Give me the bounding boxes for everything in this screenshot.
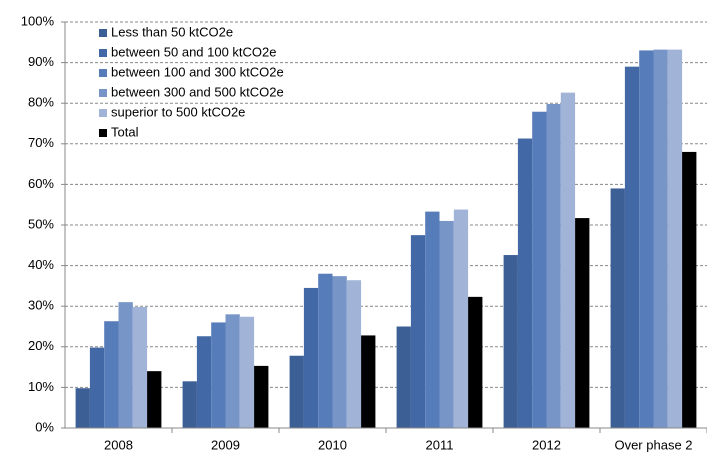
bar — [560, 92, 576, 429]
y-tick-label: 80% — [28, 95, 54, 110]
y-tick-label: 30% — [28, 298, 54, 313]
bar — [468, 296, 483, 428]
bar — [182, 381, 197, 428]
bar — [118, 302, 133, 428]
y-tick-label: 20% — [28, 338, 54, 353]
bar — [104, 321, 119, 428]
bar — [89, 347, 105, 428]
x-tick-label: 2012 — [532, 437, 561, 452]
bar — [653, 49, 668, 428]
legend-label: Less than 50 ktCO2e — [111, 24, 233, 39]
bar — [254, 365, 269, 428]
y-tick-label: 90% — [28, 54, 54, 69]
bar — [346, 280, 362, 428]
y-tick-label: 70% — [28, 135, 54, 150]
bar — [425, 211, 440, 428]
x-tick-label: 2011 — [426, 437, 454, 452]
bar — [546, 104, 561, 429]
legend-swatch — [99, 109, 107, 117]
y-tick-label: 60% — [28, 176, 54, 191]
x-tick-label: 2008 — [104, 437, 133, 452]
bar — [132, 307, 148, 428]
y-tick-label: 10% — [28, 379, 54, 394]
legend-swatch — [99, 49, 107, 57]
bar — [303, 287, 319, 428]
bar — [667, 49, 683, 428]
bar — [225, 314, 240, 428]
bar — [624, 66, 640, 428]
bar — [439, 220, 454, 428]
legend-swatch — [99, 129, 107, 137]
legend-swatch — [99, 69, 107, 77]
bar — [610, 188, 625, 428]
bar — [211, 322, 226, 428]
bar — [453, 209, 469, 428]
legend-label: Total — [111, 124, 139, 139]
bar — [396, 326, 411, 428]
x-tick-label: 2009 — [211, 437, 240, 452]
bar — [503, 255, 518, 428]
y-tick-label: 0% — [35, 419, 54, 434]
y-tick-label: 100% — [21, 13, 55, 28]
bar — [75, 388, 90, 428]
legend-label: superior to 500 ktCO2e — [111, 104, 245, 119]
bar — [575, 218, 590, 428]
legend-swatch — [99, 29, 107, 37]
bar — [332, 276, 347, 428]
y-tick-label: 50% — [28, 216, 54, 231]
bar — [517, 138, 533, 428]
bar — [318, 273, 333, 428]
bar — [532, 111, 547, 428]
y-tick-label: 40% — [28, 257, 54, 272]
x-tick-label: Over phase 2 — [614, 437, 692, 452]
bar — [410, 235, 426, 428]
bar — [639, 50, 654, 429]
legend-label: between 100 and 300 ktCO2e — [111, 64, 284, 79]
bar — [361, 335, 376, 428]
legend-label: between 50 and 100 ktCO2e — [111, 44, 277, 59]
bar — [147, 371, 162, 428]
bar — [239, 316, 255, 428]
bar — [196, 336, 212, 428]
bar — [289, 355, 304, 428]
legend-swatch — [99, 89, 107, 97]
x-tick-label: 2010 — [318, 437, 347, 452]
bar — [682, 151, 697, 429]
legend-label: between 300 and 500 ktCO2e — [111, 84, 284, 99]
